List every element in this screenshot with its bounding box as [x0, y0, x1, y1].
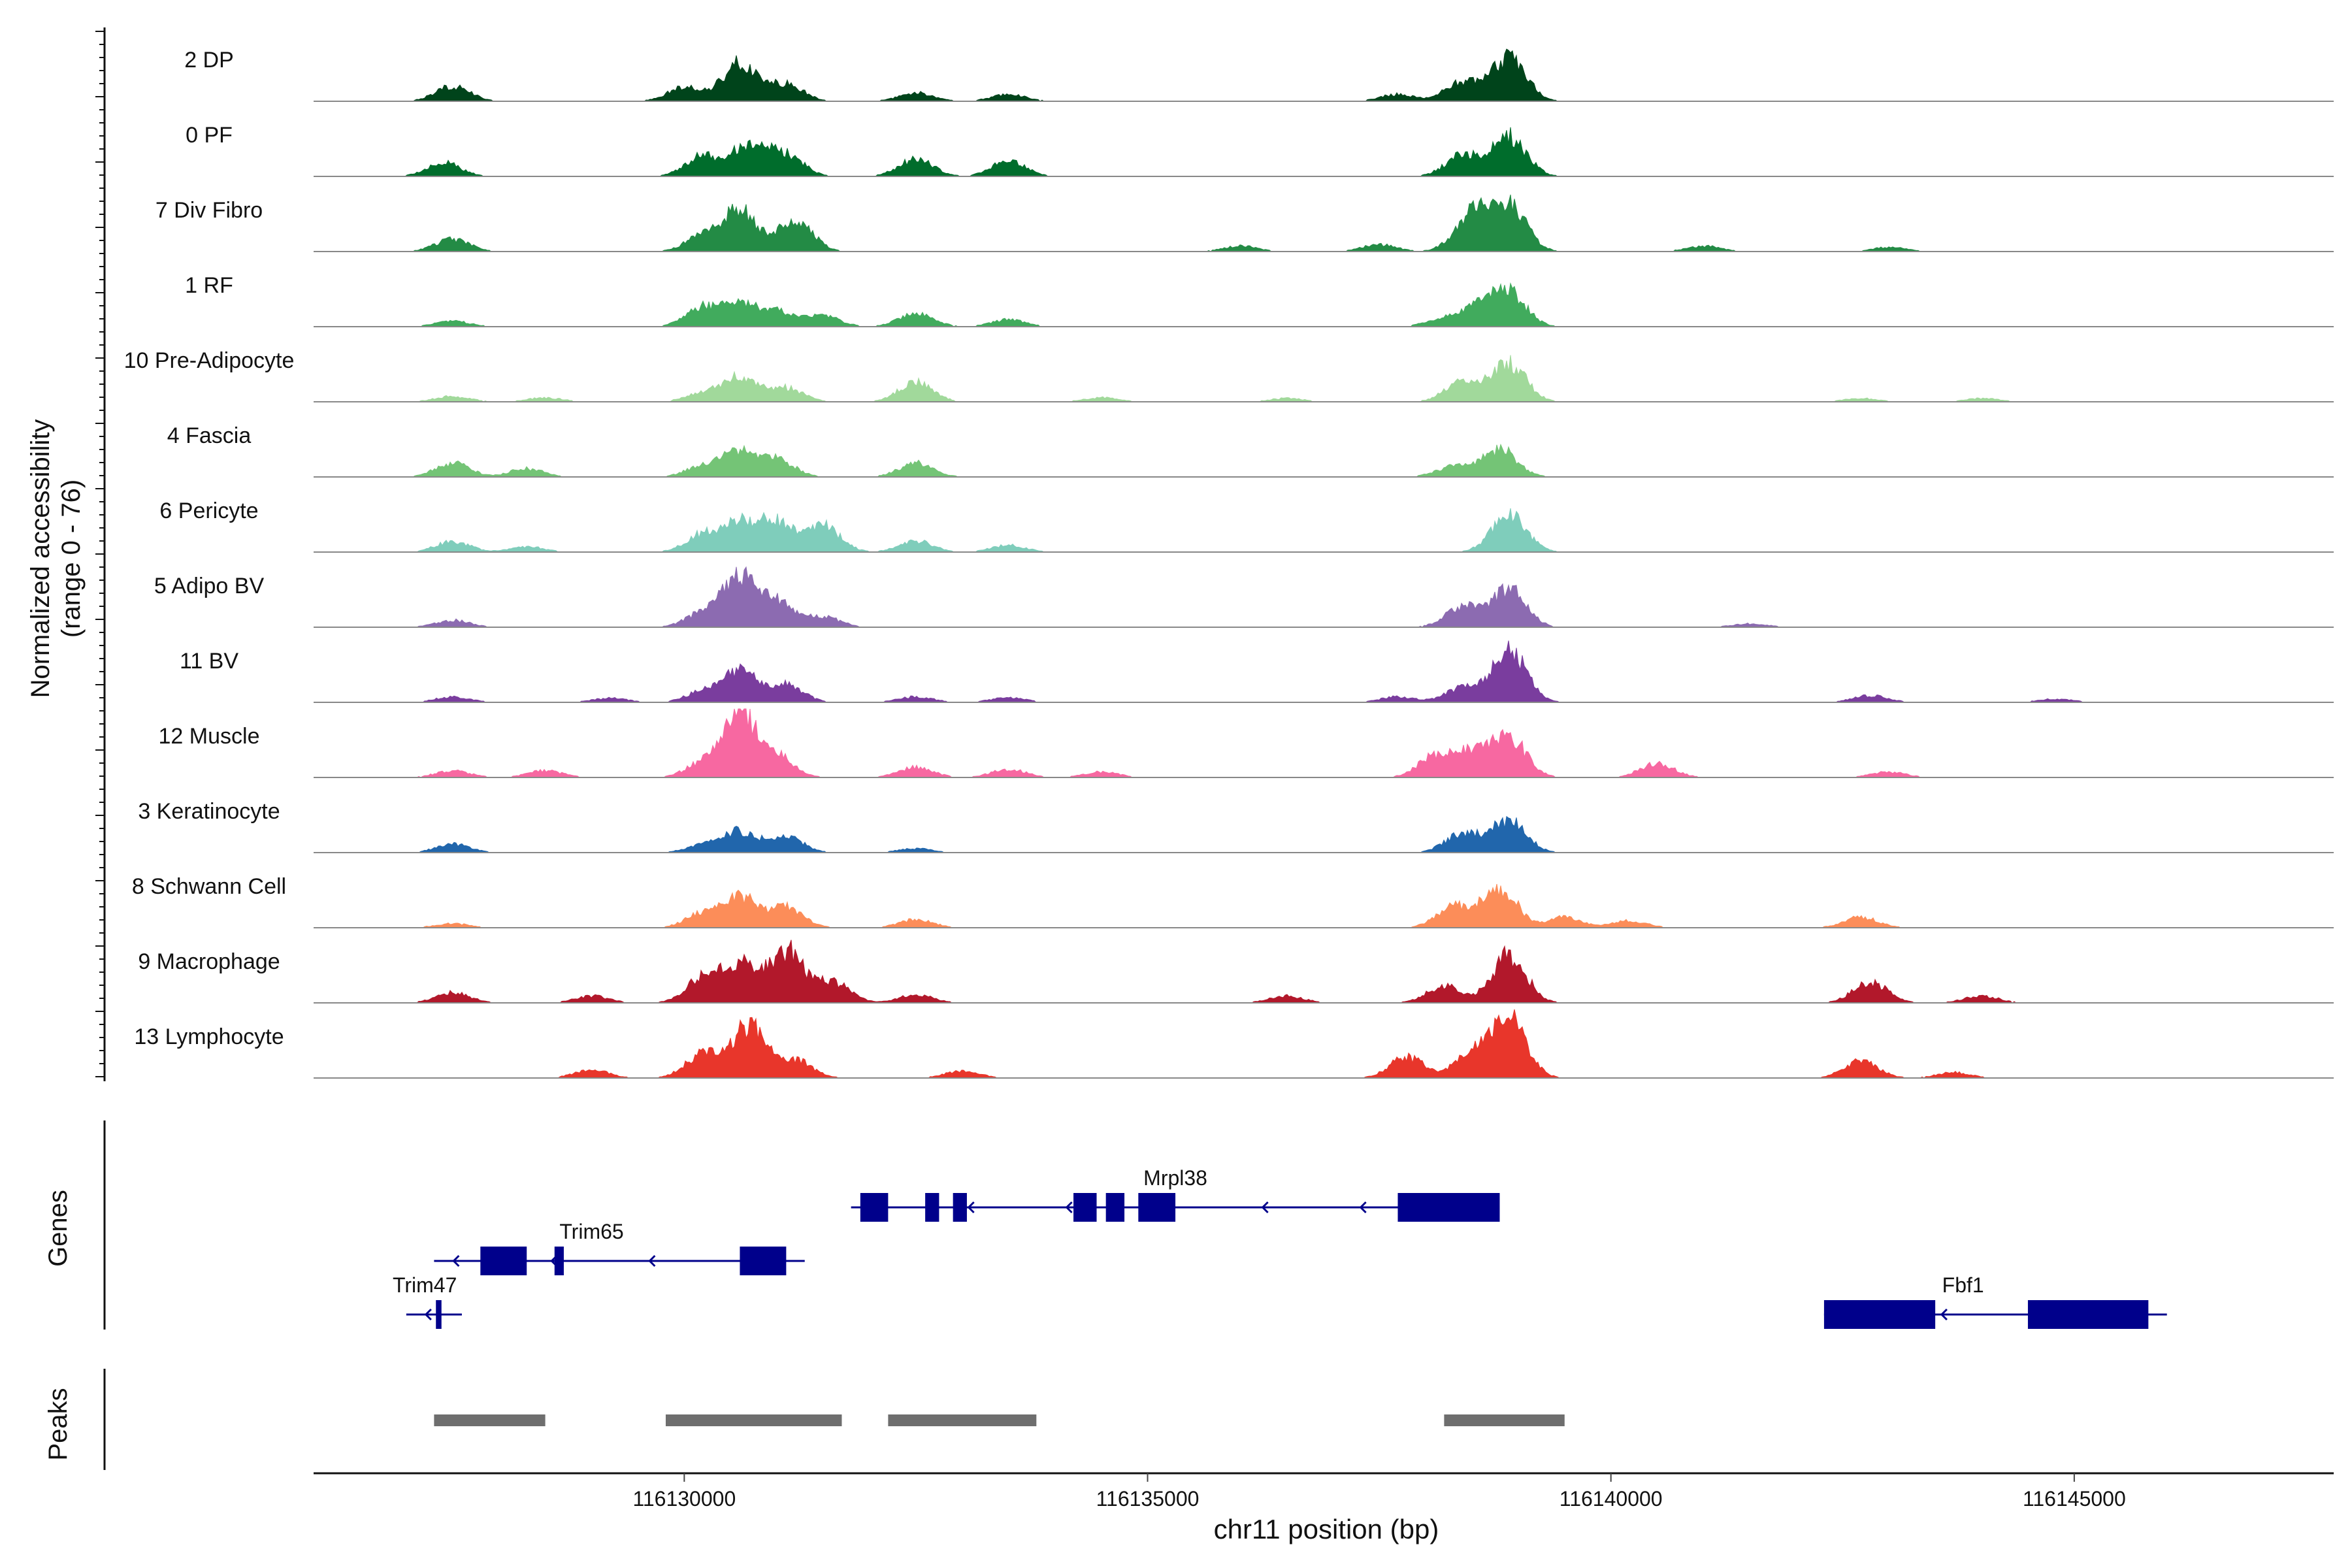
track-label: 10 Pre-Adipocyte	[124, 348, 295, 373]
exon-block	[480, 1247, 527, 1275]
strand-arrow	[1359, 1201, 1367, 1214]
coverage-area	[314, 566, 2334, 628]
track-label: 8 Schwann Cell	[132, 874, 286, 899]
coverage-tracks: 2 DP 0 PF 7 Div Fibro 1 RF 10 Pre-Adipocyte 4…	[124, 48, 2334, 1079]
gene-label: Trim47	[393, 1273, 457, 1297]
track-label: 11 BV	[180, 649, 238, 674]
peaks-track-title: Peaks	[44, 1388, 73, 1460]
strand-arrow	[1065, 1201, 1073, 1214]
gene-label: Mrpl38	[1143, 1166, 1207, 1190]
track-label: 1 RF	[185, 273, 233, 298]
track-label: 12 Muscle	[159, 724, 260, 749]
track-label: 4 Fascia	[167, 423, 252, 448]
coverage-area	[314, 48, 2334, 102]
y-axis-range-label: (range 0 - 76)	[57, 480, 86, 638]
y-axis-label: Normalized accessibility	[26, 419, 55, 698]
exon-block	[1138, 1193, 1176, 1222]
coverage-area	[314, 355, 2334, 402]
x-tick-label: 116130000	[632, 1487, 736, 1511]
exon-block	[2027, 1300, 2149, 1329]
x-axis: 116130000 116135000 116140000 116145000	[314, 1472, 2334, 1511]
coverage-area	[314, 443, 2334, 478]
coverage-area	[314, 282, 2334, 327]
track-label: 0 PF	[186, 123, 233, 148]
exon-block	[1397, 1193, 1500, 1222]
strand-arrow	[967, 1201, 975, 1214]
x-tick-label: 116140000	[1560, 1487, 1663, 1511]
exon-block	[1105, 1193, 1125, 1222]
coverage-area	[314, 708, 2334, 778]
gene-track: Trim65 Trim47 Mrpl38 Fbf1	[393, 1166, 2167, 1329]
coverage-area	[314, 640, 2334, 703]
peak-bar	[434, 1414, 546, 1426]
coverage-area	[314, 508, 2334, 553]
track-label: 3 Keratinocyte	[138, 799, 280, 824]
exon-block	[436, 1300, 442, 1329]
track-label: 2 DP	[184, 48, 234, 73]
coverage-area	[314, 884, 2334, 928]
peak-bar	[1444, 1414, 1565, 1426]
track-label: 7 Div Fibro	[155, 198, 263, 223]
exon-block	[860, 1193, 889, 1222]
strand-arrow	[424, 1308, 432, 1321]
track-label: 9 Macrophage	[138, 949, 280, 974]
x-tick-label: 116135000	[1096, 1487, 1200, 1511]
exon-block	[554, 1247, 564, 1275]
strand-arrow	[648, 1254, 656, 1267]
peak-track	[434, 1414, 1565, 1426]
coverage-area	[314, 194, 2334, 252]
track-label: 5 Adipo BV	[154, 574, 265, 598]
exon-block	[1823, 1300, 1936, 1329]
exon-block	[1073, 1193, 1097, 1222]
strand-arrow	[452, 1254, 460, 1267]
exon-block	[740, 1247, 787, 1275]
genes-track-title: Genes	[44, 1190, 73, 1267]
exon-block	[925, 1193, 939, 1222]
track-label: 6 Pericyte	[159, 498, 258, 523]
coverage-area	[314, 939, 2334, 1004]
y-axis-bracket	[95, 27, 106, 1470]
gene-label: Trim65	[559, 1220, 623, 1243]
x-tick-label: 116145000	[2023, 1487, 2126, 1511]
peak-bar	[888, 1414, 1037, 1426]
gene-label: Fbf1	[1942, 1273, 1984, 1297]
peak-bar	[665, 1414, 842, 1426]
x-axis-label: chr11 position (bp)	[1214, 1514, 1439, 1544]
coverage-area	[314, 1009, 2334, 1079]
strand-arrow	[1940, 1308, 1948, 1321]
coverage-area	[314, 127, 2334, 177]
coverage-area	[314, 815, 2334, 853]
strand-arrow	[1261, 1201, 1269, 1214]
exon-block	[953, 1193, 967, 1222]
track-label: 13 Lymphocyte	[134, 1024, 284, 1049]
